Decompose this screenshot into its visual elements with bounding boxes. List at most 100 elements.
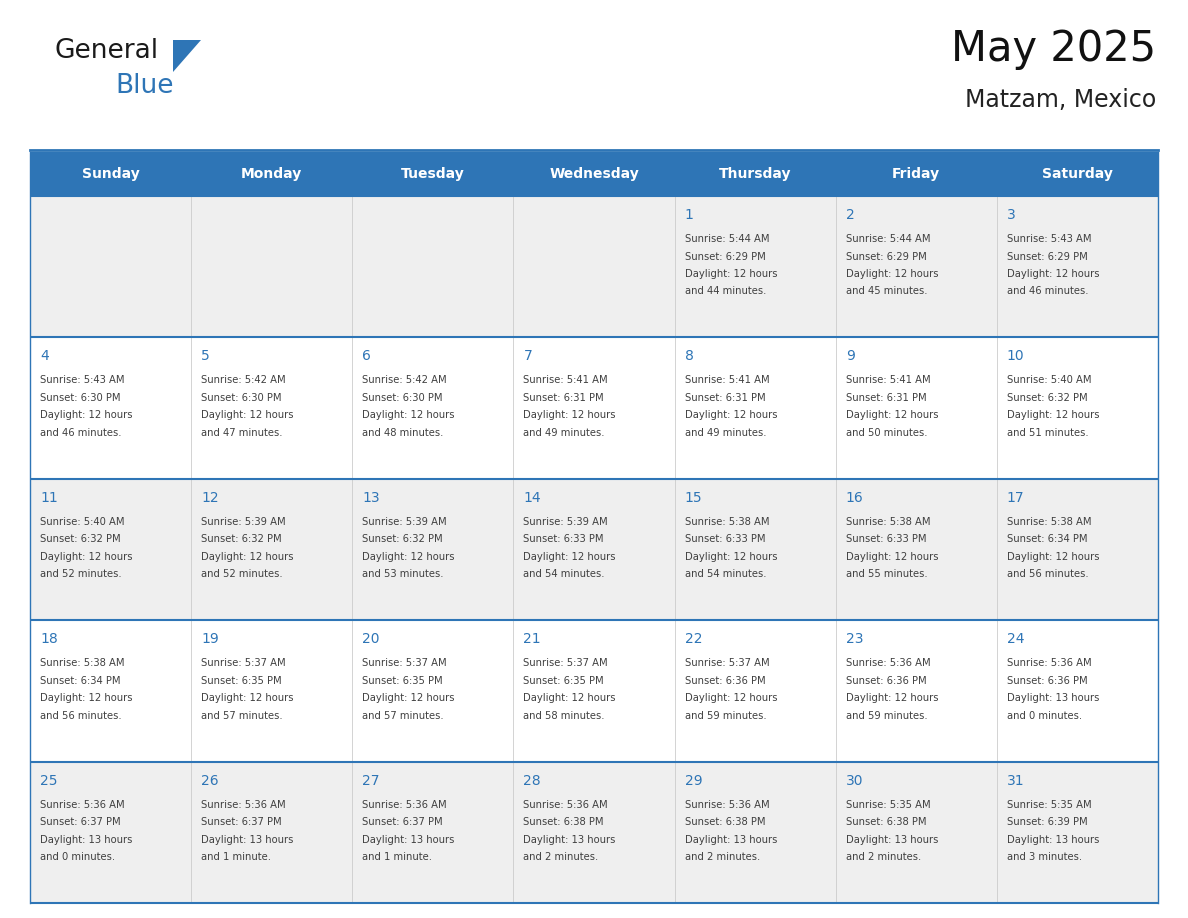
Text: Sunrise: 5:37 AM: Sunrise: 5:37 AM	[524, 658, 608, 668]
Bar	[191, 479, 353, 621]
Text: Daylight: 13 hours: Daylight: 13 hours	[684, 834, 777, 845]
Bar	[997, 196, 1158, 338]
Text: and 0 minutes.: and 0 minutes.	[1007, 711, 1082, 721]
Bar	[30, 479, 191, 621]
Text: 18: 18	[40, 633, 58, 646]
Bar	[997, 762, 1158, 903]
Text: 11: 11	[40, 491, 58, 505]
Text: 24: 24	[1007, 633, 1024, 646]
Text: Sunset: 6:37 PM: Sunset: 6:37 PM	[362, 817, 443, 827]
Text: and 59 minutes.: and 59 minutes.	[846, 711, 928, 721]
Text: Daylight: 12 hours: Daylight: 12 hours	[40, 410, 133, 420]
Text: Sunrise: 5:42 AM: Sunrise: 5:42 AM	[201, 375, 286, 386]
Text: Sunset: 6:31 PM: Sunset: 6:31 PM	[684, 393, 765, 403]
Text: Sunset: 6:38 PM: Sunset: 6:38 PM	[524, 817, 604, 827]
Text: Sunset: 6:36 PM: Sunset: 6:36 PM	[846, 676, 927, 686]
Text: 29: 29	[684, 774, 702, 788]
Text: 23: 23	[846, 633, 864, 646]
Text: and 49 minutes.: and 49 minutes.	[684, 428, 766, 438]
Text: 8: 8	[684, 350, 694, 364]
Text: Daylight: 12 hours: Daylight: 12 hours	[40, 693, 133, 703]
Text: Monday: Monday	[241, 167, 302, 181]
Text: and 2 minutes.: and 2 minutes.	[524, 852, 599, 862]
Text: 5: 5	[201, 350, 210, 364]
Text: Sunset: 6:31 PM: Sunset: 6:31 PM	[846, 393, 927, 403]
Text: Sunrise: 5:39 AM: Sunrise: 5:39 AM	[524, 517, 608, 527]
Text: Daylight: 12 hours: Daylight: 12 hours	[40, 552, 133, 562]
Text: 20: 20	[362, 633, 380, 646]
Bar	[30, 152, 191, 196]
Text: Sunset: 6:29 PM: Sunset: 6:29 PM	[684, 252, 765, 262]
Bar	[30, 762, 191, 903]
Text: Sunset: 6:32 PM: Sunset: 6:32 PM	[201, 534, 282, 544]
Text: Daylight: 12 hours: Daylight: 12 hours	[201, 410, 293, 420]
Text: 1: 1	[684, 208, 694, 222]
Text: and 46 minutes.: and 46 minutes.	[40, 428, 121, 438]
Text: Sunset: 6:30 PM: Sunset: 6:30 PM	[40, 393, 120, 403]
Text: Sunrise: 5:39 AM: Sunrise: 5:39 AM	[201, 517, 286, 527]
Bar	[835, 762, 997, 903]
Text: Daylight: 13 hours: Daylight: 13 hours	[40, 834, 132, 845]
Text: 6: 6	[362, 350, 371, 364]
Text: Sunset: 6:36 PM: Sunset: 6:36 PM	[684, 676, 765, 686]
Text: and 55 minutes.: and 55 minutes.	[846, 569, 928, 579]
Text: and 44 minutes.: and 44 minutes.	[684, 286, 766, 297]
Text: Daylight: 12 hours: Daylight: 12 hours	[524, 410, 615, 420]
Text: Daylight: 13 hours: Daylight: 13 hours	[524, 834, 615, 845]
Text: and 59 minutes.: and 59 minutes.	[684, 711, 766, 721]
Text: Thursday: Thursday	[719, 167, 791, 181]
Bar	[675, 152, 835, 196]
Text: Sunrise: 5:37 AM: Sunrise: 5:37 AM	[684, 658, 769, 668]
Text: Sunrise: 5:43 AM: Sunrise: 5:43 AM	[40, 375, 125, 386]
Text: and 50 minutes.: and 50 minutes.	[846, 428, 927, 438]
Text: Sunset: 6:37 PM: Sunset: 6:37 PM	[40, 817, 121, 827]
Bar	[191, 338, 353, 479]
Text: and 46 minutes.: and 46 minutes.	[1007, 286, 1088, 297]
Text: May 2025: May 2025	[950, 28, 1156, 70]
Bar	[191, 621, 353, 762]
Text: Sunrise: 5:36 AM: Sunrise: 5:36 AM	[524, 800, 608, 810]
Polygon shape	[173, 40, 201, 72]
Text: Daylight: 13 hours: Daylight: 13 hours	[201, 834, 293, 845]
Bar	[513, 479, 675, 621]
Text: Sunset: 6:38 PM: Sunset: 6:38 PM	[846, 817, 927, 827]
Bar	[191, 152, 353, 196]
Text: Sunrise: 5:44 AM: Sunrise: 5:44 AM	[684, 234, 769, 244]
Text: Sunset: 6:35 PM: Sunset: 6:35 PM	[201, 676, 282, 686]
Text: Daylight: 12 hours: Daylight: 12 hours	[362, 552, 455, 562]
Text: 15: 15	[684, 491, 702, 505]
Text: Tuesday: Tuesday	[402, 167, 465, 181]
Text: Sunrise: 5:35 AM: Sunrise: 5:35 AM	[1007, 800, 1092, 810]
Text: and 57 minutes.: and 57 minutes.	[201, 711, 283, 721]
Text: Sunrise: 5:35 AM: Sunrise: 5:35 AM	[846, 800, 930, 810]
Text: Sunset: 6:33 PM: Sunset: 6:33 PM	[846, 534, 927, 544]
Text: and 2 minutes.: and 2 minutes.	[846, 852, 921, 862]
Text: Sunset: 6:35 PM: Sunset: 6:35 PM	[362, 676, 443, 686]
Text: Daylight: 12 hours: Daylight: 12 hours	[684, 410, 777, 420]
Bar	[513, 338, 675, 479]
Text: Daylight: 12 hours: Daylight: 12 hours	[684, 693, 777, 703]
Text: Matzam, Mexico: Matzam, Mexico	[965, 88, 1156, 112]
Text: Sunrise: 5:40 AM: Sunrise: 5:40 AM	[40, 517, 125, 527]
Text: Sunrise: 5:41 AM: Sunrise: 5:41 AM	[846, 375, 930, 386]
Text: Sunrise: 5:38 AM: Sunrise: 5:38 AM	[846, 517, 930, 527]
Bar	[835, 152, 997, 196]
Bar	[30, 338, 191, 479]
Bar	[353, 196, 513, 338]
Bar	[353, 338, 513, 479]
Text: Sunrise: 5:36 AM: Sunrise: 5:36 AM	[40, 800, 125, 810]
Text: Sunset: 6:39 PM: Sunset: 6:39 PM	[1007, 817, 1087, 827]
Text: Sunrise: 5:36 AM: Sunrise: 5:36 AM	[362, 800, 447, 810]
Text: Daylight: 12 hours: Daylight: 12 hours	[684, 552, 777, 562]
Text: Daylight: 12 hours: Daylight: 12 hours	[1007, 410, 1099, 420]
Bar	[997, 479, 1158, 621]
Text: and 1 minute.: and 1 minute.	[201, 852, 271, 862]
Text: Sunrise: 5:41 AM: Sunrise: 5:41 AM	[684, 375, 769, 386]
Text: Sunset: 6:37 PM: Sunset: 6:37 PM	[201, 817, 282, 827]
Text: and 58 minutes.: and 58 minutes.	[524, 711, 605, 721]
Text: General: General	[55, 38, 159, 64]
Bar	[353, 152, 513, 196]
Bar	[30, 621, 191, 762]
Bar	[513, 152, 675, 196]
Text: 27: 27	[362, 774, 380, 788]
